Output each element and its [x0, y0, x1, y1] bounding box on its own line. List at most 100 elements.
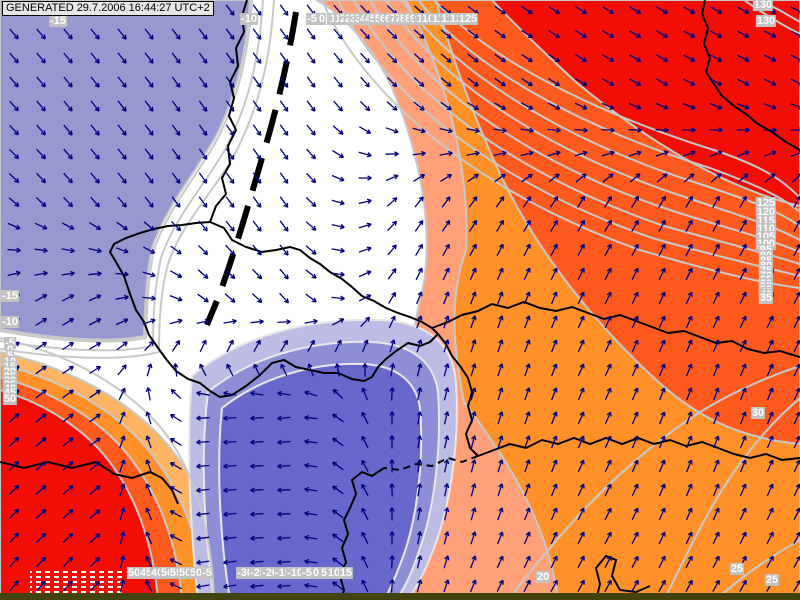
wind-arrow: [468, 219, 478, 232]
wind-arrow: [252, 52, 262, 64]
border-germany-north: [209, 0, 248, 223]
wind-arrow: [658, 387, 666, 401]
wind-arrow: [63, 580, 74, 592]
wind-arrow: [305, 269, 317, 279]
wind-arrow: [793, 291, 800, 305]
wind-arrow: [250, 583, 264, 590]
wind-arrow: [223, 535, 237, 542]
wind-arrow: [602, 6, 615, 15]
wind-arrow: [496, 219, 505, 232]
wind-arrow: [739, 219, 747, 233]
wind-arrow: [34, 222, 48, 230]
wind-arrow: [279, 76, 289, 88]
wind-arrow: [547, 102, 561, 110]
wind-arrow: [658, 555, 666, 569]
wind-arrow: [739, 411, 747, 425]
wind-arrow: [361, 435, 369, 449]
wind-arrow: [766, 411, 774, 425]
wind-arrow: [658, 483, 666, 497]
wind-arrow: [790, 54, 800, 62]
wind-arrow: [361, 411, 369, 425]
wind-arrow: [550, 435, 558, 449]
wind-arrow: [117, 100, 127, 112]
wind-arrow: [550, 387, 558, 401]
wind-arrow: [306, 172, 317, 184]
wind-arrow: [656, 173, 668, 183]
wind-arrow: [577, 555, 585, 569]
wind-arrow: [143, 221, 155, 231]
wind-arrow: [413, 101, 425, 111]
wind-arrow: [225, 52, 235, 64]
wind-arrow: [331, 174, 345, 182]
wind-arrow: [115, 271, 129, 277]
wind-arrow: [631, 315, 639, 329]
wind-arrow: [34, 247, 48, 254]
wind-arrow: [7, 222, 21, 230]
wind-arrow: [497, 315, 504, 329]
wind-arrow: [63, 148, 73, 160]
wind-arrow: [118, 411, 126, 425]
wind-arrow: [61, 270, 75, 277]
wind-arrow: [709, 102, 723, 110]
wind-arrow: [495, 196, 505, 208]
wind-arrow: [89, 485, 101, 495]
border-austria-hungary: [383, 455, 479, 472]
wind-arrow: [9, 52, 19, 64]
wind-arrow: [358, 175, 372, 181]
wind-arrow: [523, 531, 531, 545]
wind-arrow: [523, 267, 531, 281]
wind-arrow: [389, 507, 395, 521]
wind-arrow: [682, 150, 696, 157]
wind-arrow: [766, 387, 774, 401]
wind-arrow: [412, 127, 426, 134]
wind-arrow: [198, 52, 208, 64]
wind-arrow: [497, 363, 504, 377]
wind-arrow: [119, 531, 126, 545]
wind-arrow: [280, 339, 288, 352]
wind-arrow: [117, 124, 127, 136]
wind-arrow: [631, 387, 639, 401]
wind-arrow: [145, 531, 153, 545]
wind-arrow: [331, 199, 345, 206]
wind-arrow: [468, 196, 478, 208]
wind-arrow: [443, 507, 450, 521]
wind-arrow: [252, 100, 262, 112]
wind-arrow: [35, 389, 47, 399]
wind-arrow: [358, 246, 372, 253]
wind-arrow: [389, 339, 396, 353]
wind-arrow: [34, 270, 48, 277]
wind-arrow: [35, 197, 47, 208]
wind-arrow: [577, 315, 585, 329]
wind-arrow: [279, 268, 289, 280]
wind-arrow: [658, 363, 666, 377]
wind-arrow: [224, 269, 236, 280]
bottom-bar: [0, 593, 800, 600]
wind-arrow: [358, 294, 372, 302]
wind-arrow: [739, 387, 747, 401]
wind-arrow: [685, 195, 693, 208]
wind-arrow: [62, 341, 75, 351]
wind-arrow: [385, 174, 399, 182]
wind-arrow: [279, 292, 290, 304]
wind-arrow: [387, 268, 397, 280]
wind-arrow: [225, 4, 235, 16]
wind-arrow: [443, 339, 450, 353]
wind-arrow: [223, 318, 237, 325]
wind-arrow: [655, 150, 669, 157]
wind-arrow: [577, 267, 585, 281]
wind-arrow: [523, 291, 531, 305]
wind-arrow: [656, 6, 669, 14]
wind-arrow: [655, 102, 669, 110]
wind-arrow: [443, 579, 450, 593]
wind-arrow: [223, 511, 237, 517]
wind-arrow: [685, 483, 693, 497]
wind-arrow: [280, 363, 288, 377]
wind-arrow: [604, 507, 612, 521]
wind-arrow: [169, 318, 183, 325]
wind-arrow: [549, 196, 559, 208]
wind-arrow: [198, 220, 208, 232]
wind-arrow: [550, 531, 558, 545]
wind-arrow: [469, 267, 477, 281]
wind-arrow: [550, 459, 558, 473]
